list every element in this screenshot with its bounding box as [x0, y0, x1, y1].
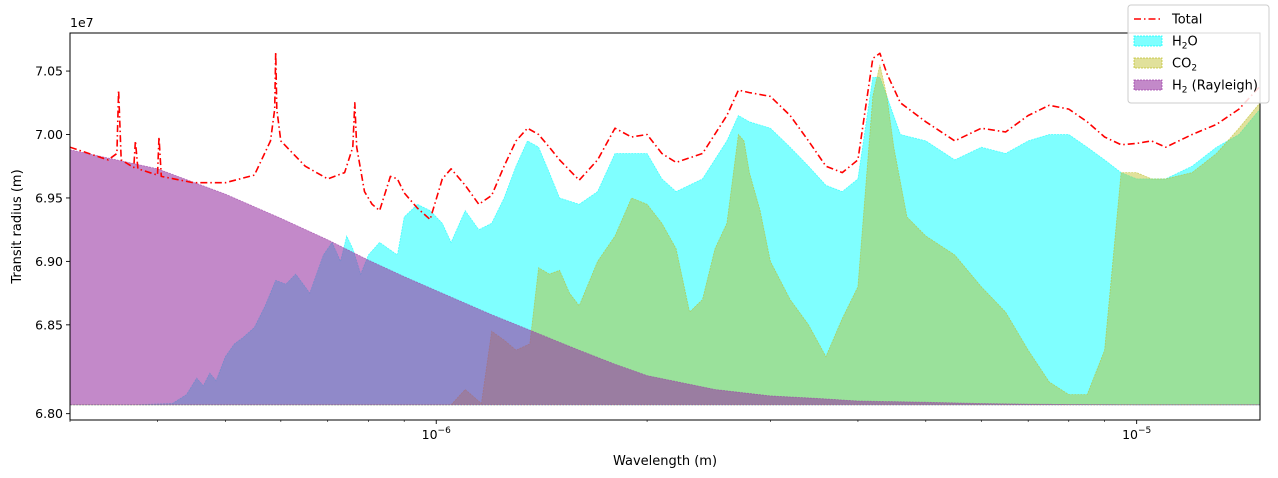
legend: Total H2O CO2 H2 (Rayleigh)	[1127, 4, 1270, 104]
series-h2-rayleigh-area	[70, 149, 1260, 406]
series-lines	[70, 51, 1260, 221]
x-axis: 10−6 10−5	[69, 420, 1151, 442]
series-total-line	[70, 51, 1260, 221]
y-tick-label: 7.05	[35, 64, 63, 79]
legend-swatch-h2	[1133, 79, 1163, 91]
y-tick-label: 6.90	[35, 254, 63, 269]
legend-label-h2o: H2O	[1172, 35, 1198, 52]
plot-frame	[69, 32, 1261, 421]
x-tick-label: 10−5	[1122, 426, 1151, 442]
y-tick-label: 6.80	[35, 406, 63, 421]
x-tick-label: 10−6	[422, 426, 451, 442]
legend-label-co2: CO2	[1172, 57, 1197, 74]
y-axis: 6.80 6.85 6.90 6.95 7.00 7.05	[35, 64, 70, 421]
legend-swatch-h2o	[1133, 35, 1163, 47]
y-offset-label: 1e7	[70, 15, 94, 30]
y-tick-label: 6.85	[35, 317, 63, 332]
series-fills	[70, 64, 1260, 406]
legend-label-total: Total	[1171, 13, 1202, 28]
x-axis-label: Wavelength (m)	[613, 454, 717, 469]
y-axis-label: Transit radius (m)	[10, 169, 25, 284]
series-co2-area	[70, 64, 1260, 406]
y-tick-label: 7.00	[35, 127, 63, 142]
legend-label-h2: H2 (Rayleigh)	[1172, 79, 1258, 96]
legend-box	[1127, 4, 1270, 104]
y-tick-label: 6.95	[35, 190, 63, 205]
legend-swatch-co2	[1133, 57, 1163, 69]
